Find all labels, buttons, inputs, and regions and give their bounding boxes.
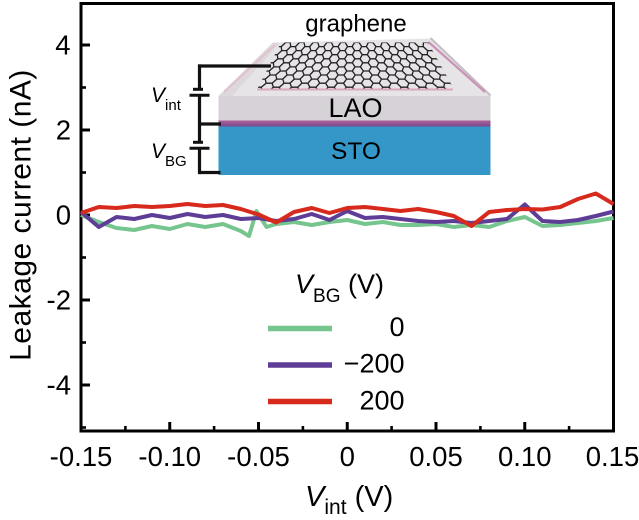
svg-text:0.05: 0.05 <box>409 441 463 472</box>
svg-text:STO: STO <box>331 138 381 165</box>
svg-text:VBG (V): VBG (V) <box>295 269 384 307</box>
svg-text:200: 200 <box>359 386 404 416</box>
svg-text:Vint: Vint <box>151 84 182 114</box>
svg-text:2: 2 <box>56 115 71 146</box>
svg-text:-4: -4 <box>47 370 71 401</box>
svg-text:VBG: VBG <box>151 140 187 170</box>
svg-text:LAO: LAO <box>328 93 382 123</box>
svg-text:Vint (V): Vint (V) <box>305 481 393 519</box>
svg-text:Leakage current (nA): Leakage current (nA) <box>5 69 38 361</box>
svg-text:0.10: 0.10 <box>498 441 552 472</box>
svg-text:0.15: 0.15 <box>586 441 639 472</box>
svg-text:0: 0 <box>389 312 404 342</box>
svg-text:-0.10: -0.10 <box>138 441 201 472</box>
svg-text:4: 4 <box>55 30 70 61</box>
svg-text:0: 0 <box>340 441 355 472</box>
svg-text:-2: -2 <box>47 285 71 316</box>
svg-text:graphene: graphene <box>305 11 406 38</box>
svg-text:0: 0 <box>56 200 71 231</box>
svg-text:-0.15: -0.15 <box>50 441 113 472</box>
svg-text:-0.05: -0.05 <box>227 441 290 472</box>
svg-text:−200: −200 <box>344 349 405 379</box>
